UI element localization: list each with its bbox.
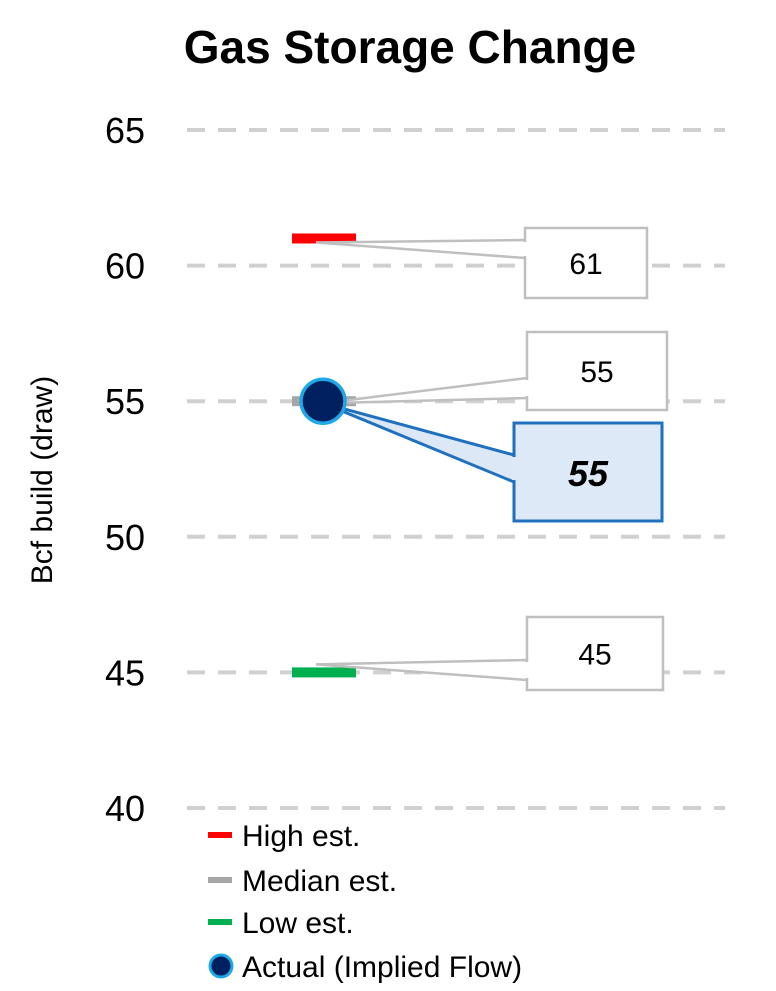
data-label-box-actual (512, 421, 664, 523)
data-label: 45 (578, 639, 611, 672)
callout-joint (523, 242, 528, 256)
legend-marker (208, 832, 232, 838)
callout-tail (322, 376, 529, 405)
y-tick-label: 55 (105, 381, 145, 422)
marker-actual (299, 377, 347, 425)
y-axis-label: Bcf build (draw) (26, 376, 59, 584)
legend-marker (208, 919, 232, 925)
callout-tail-actual (322, 401, 516, 485)
data-label: 55 (580, 356, 613, 389)
legend-label: Low est. (242, 907, 354, 940)
callout-joint (525, 662, 530, 678)
legend-label: Median est. (242, 865, 397, 898)
legend-label: High est. (242, 820, 360, 853)
chart-title: Gas Storage Change (184, 21, 636, 73)
callout-joint (512, 457, 518, 480)
callout-joint (525, 380, 530, 396)
y-tick-label: 60 (105, 246, 145, 287)
marker-high-est (292, 233, 356, 244)
y-tick-label: 50 (105, 517, 145, 558)
legend-label: Actual (Implied Flow) (242, 951, 522, 984)
data-label-box (525, 330, 669, 412)
data-label-actual: 55 (568, 453, 609, 494)
data-label-box (525, 615, 665, 692)
callout-tail (315, 238, 527, 260)
y-tick-label: 40 (105, 788, 145, 829)
y-tick-label: 65 (105, 110, 145, 151)
marker-low-est (292, 667, 356, 678)
data-label: 61 (569, 248, 602, 281)
y-tick-label: 45 (105, 652, 145, 693)
data-label-box (523, 226, 649, 300)
legend-marker (208, 877, 232, 883)
legend-marker-actual (208, 953, 234, 979)
